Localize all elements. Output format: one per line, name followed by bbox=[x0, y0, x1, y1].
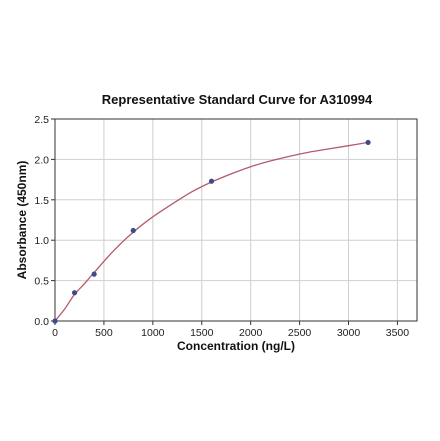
axis-ticks: 0 500 1000 1500 2000 2500 3000 3500 0.0 0.5 1.0 1.5… bbox=[34, 114, 409, 339]
x-tick-label: 0 bbox=[52, 327, 58, 339]
grid bbox=[55, 119, 417, 321]
x-tick-label: 2500 bbox=[288, 327, 312, 339]
data-point bbox=[130, 227, 136, 234]
y-tick-label: 2.5 bbox=[34, 114, 49, 126]
x-tick-label: 3500 bbox=[386, 327, 410, 339]
data-point bbox=[91, 271, 97, 277]
y-tick-label: 1.5 bbox=[34, 195, 49, 207]
data-point bbox=[365, 139, 371, 146]
y-tick-label: 2.0 bbox=[34, 154, 49, 166]
y-axis-label: Absorbance (450nm) bbox=[15, 161, 29, 280]
fit-curve bbox=[54, 141, 369, 322]
y-tick-label: 0.5 bbox=[34, 276, 49, 288]
y-tick-label: 0.0 bbox=[34, 316, 49, 328]
x-tick-label: 2000 bbox=[239, 327, 263, 339]
data-point bbox=[71, 290, 78, 296]
x-tick-label: 3000 bbox=[337, 327, 361, 339]
data-point bbox=[52, 318, 58, 324]
x-tick-label: 500 bbox=[95, 327, 113, 339]
y-tick-label: 1.0 bbox=[34, 235, 49, 247]
plot-frame bbox=[54, 118, 418, 322]
x-axis-label: Concentration (ng/L) bbox=[177, 339, 295, 353]
x-tick-label: 1000 bbox=[141, 327, 165, 339]
chart-title: Representative Standard Curve for A31099… bbox=[102, 92, 373, 107]
data-point bbox=[208, 178, 215, 184]
x-tick-label: 1500 bbox=[190, 327, 214, 339]
data-points bbox=[52, 139, 371, 324]
